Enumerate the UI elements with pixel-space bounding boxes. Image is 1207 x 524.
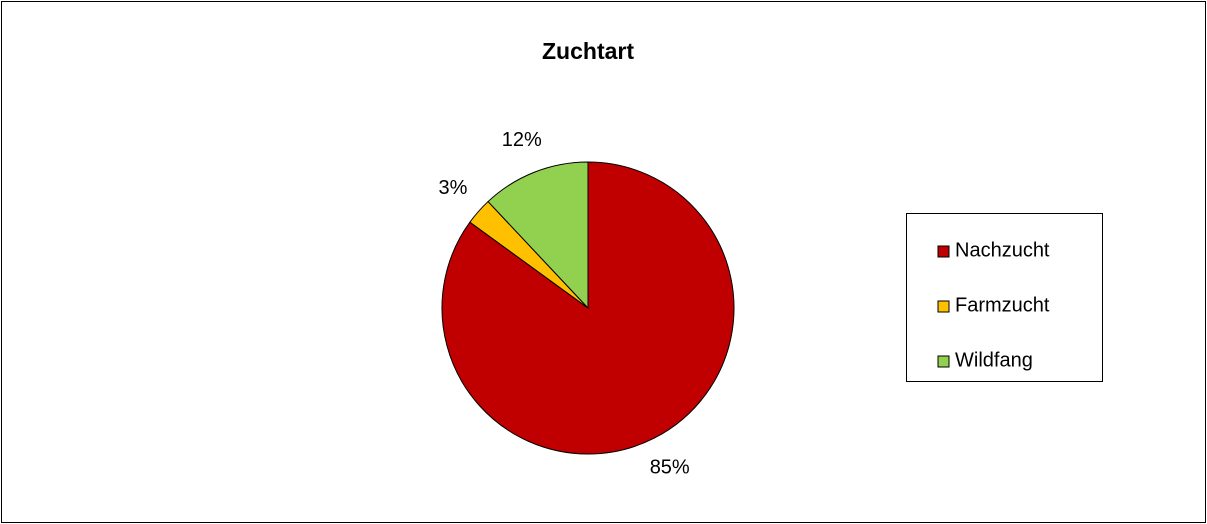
chart-title: Zuchtart — [542, 38, 634, 64]
legend-label: Wildfang — [955, 349, 1033, 371]
pie-slice — [487, 161, 589, 310]
data-label: 12% — [502, 129, 542, 151]
legend-box — [906, 213, 1103, 382]
legend-label: Farmzucht — [955, 294, 1050, 316]
legend-label: Nachzucht — [955, 239, 1050, 261]
legend-swatch — [937, 245, 950, 258]
legend-swatch — [937, 300, 950, 313]
data-label: 85% — [650, 457, 690, 479]
data-label: 3% — [439, 177, 468, 199]
legend-swatch — [937, 355, 950, 368]
